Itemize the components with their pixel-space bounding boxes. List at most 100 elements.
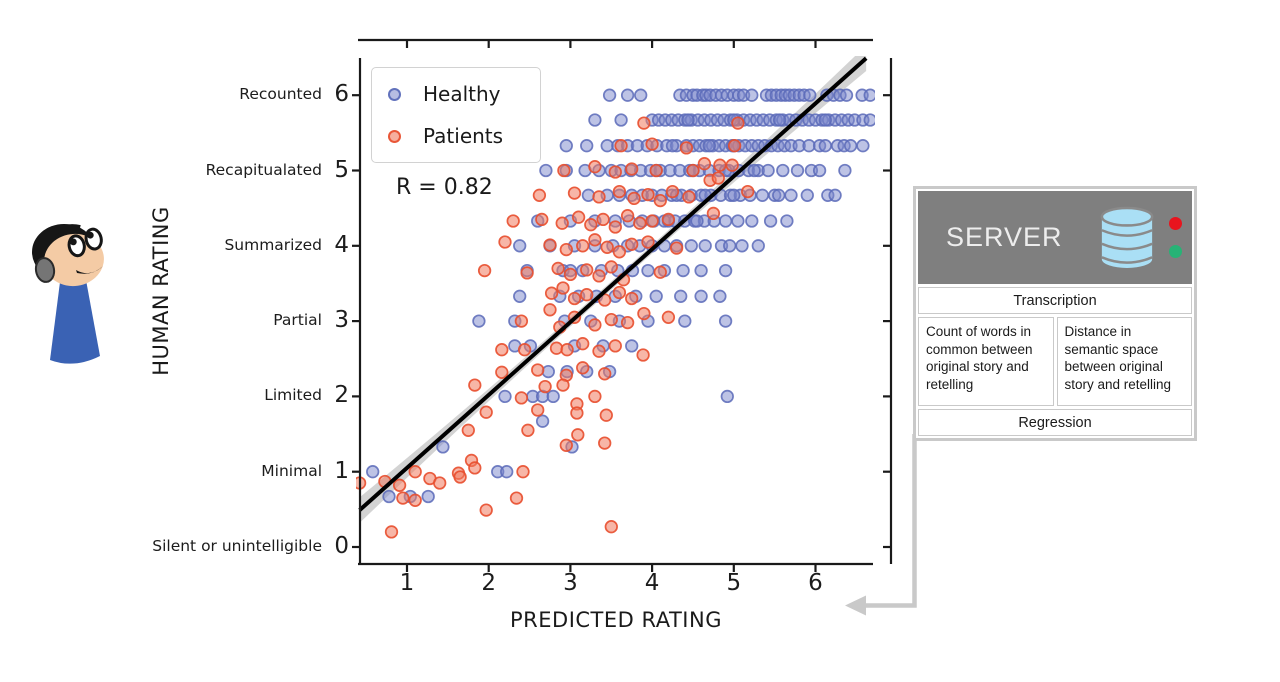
data-point (500, 465, 514, 479)
data-point (571, 428, 585, 442)
data-point (468, 378, 482, 392)
data-point (625, 162, 639, 176)
data-point (472, 314, 486, 328)
data-point (627, 191, 641, 206)
data-point (516, 465, 530, 479)
data-point (690, 214, 704, 228)
y-category-label: Recounted (239, 85, 322, 104)
y-tick-label: 1 (334, 457, 349, 484)
y-tick-label: 6 (334, 81, 349, 108)
data-point (549, 341, 564, 355)
y-tick-label: 3 (334, 307, 349, 334)
data-point (637, 306, 651, 321)
data-point (784, 188, 798, 202)
data-point (641, 263, 655, 278)
legend-label-healthy: Healthy (423, 82, 501, 106)
correlation-annotation: R = 0.82 (396, 175, 493, 200)
data-point (678, 314, 692, 328)
data-point (634, 88, 648, 102)
data-point (560, 343, 574, 357)
data-point (800, 188, 814, 202)
regression-step: Regression (918, 409, 1192, 436)
data-point (559, 242, 573, 257)
data-point (557, 163, 571, 178)
data-point (453, 470, 467, 484)
data-point (543, 303, 557, 317)
y-tick-label: 0 (334, 533, 349, 559)
database-icon (1100, 206, 1154, 268)
data-point (856, 139, 870, 153)
data-point (818, 139, 832, 153)
data-point (588, 233, 602, 247)
data-point (614, 113, 628, 127)
data-point (436, 440, 450, 454)
data-point (649, 289, 663, 303)
data-point (532, 188, 547, 202)
data-point (604, 260, 618, 274)
data-point (718, 263, 733, 278)
data-point (645, 214, 659, 228)
data-point (649, 163, 663, 178)
headphone-earcup-icon (34, 257, 56, 283)
data-point (544, 286, 559, 300)
data-point (745, 214, 759, 228)
data-point (598, 367, 612, 381)
data-point (541, 364, 555, 379)
data-point (755, 188, 770, 202)
x-tick-label: 6 (808, 570, 823, 596)
data-point (780, 214, 794, 228)
data-point (580, 288, 594, 302)
data-point (697, 157, 712, 171)
data-point (551, 261, 565, 276)
data-point (653, 193, 667, 208)
data-point (592, 344, 606, 358)
data-point (641, 187, 655, 202)
server-panel: SERVER Transcription Count of words in c… (913, 186, 1197, 441)
data-point (514, 314, 529, 328)
data-point (625, 291, 639, 306)
data-point (408, 493, 422, 507)
data-point (608, 165, 622, 179)
data-point (598, 436, 612, 450)
data-point (698, 239, 712, 253)
data-point (812, 163, 827, 178)
arrowhead-icon (845, 595, 866, 616)
data-point (580, 139, 594, 153)
data-point (392, 478, 407, 492)
data-point (741, 184, 755, 199)
y-category-label: Limited (264, 386, 322, 405)
data-point (713, 158, 727, 172)
data-point (517, 343, 532, 357)
data-point (838, 163, 852, 178)
data-point (665, 139, 680, 153)
data-point (520, 266, 534, 280)
data-point (718, 314, 733, 328)
person-smile (76, 266, 103, 274)
legend-label-patients: Patients (423, 124, 504, 148)
data-point (803, 88, 817, 102)
data-point (727, 188, 741, 202)
data-point (790, 163, 805, 178)
data-point (600, 240, 614, 254)
data-point (576, 239, 590, 253)
transcription-step: Transcription (918, 287, 1192, 314)
y-tick-label: 4 (334, 231, 349, 258)
data-point (421, 489, 435, 504)
data-point (763, 214, 778, 228)
data-point (608, 339, 622, 353)
data-point (531, 403, 545, 417)
data-point (747, 163, 761, 178)
y-axis-label: HUMAN RATING (149, 206, 173, 376)
data-point (513, 239, 527, 253)
word-count-step: Count of words in common between origina… (918, 317, 1054, 406)
x-tick-label: 5 (726, 570, 742, 596)
y-tick-label: 5 (334, 156, 349, 183)
semantic-distance-step: Distance in semantic space between origi… (1056, 317, 1192, 406)
axes (352, 38, 893, 572)
data-point (711, 171, 725, 185)
data-point (461, 423, 475, 437)
data-point (828, 188, 842, 202)
data-point (592, 269, 606, 283)
data-point (580, 263, 594, 277)
